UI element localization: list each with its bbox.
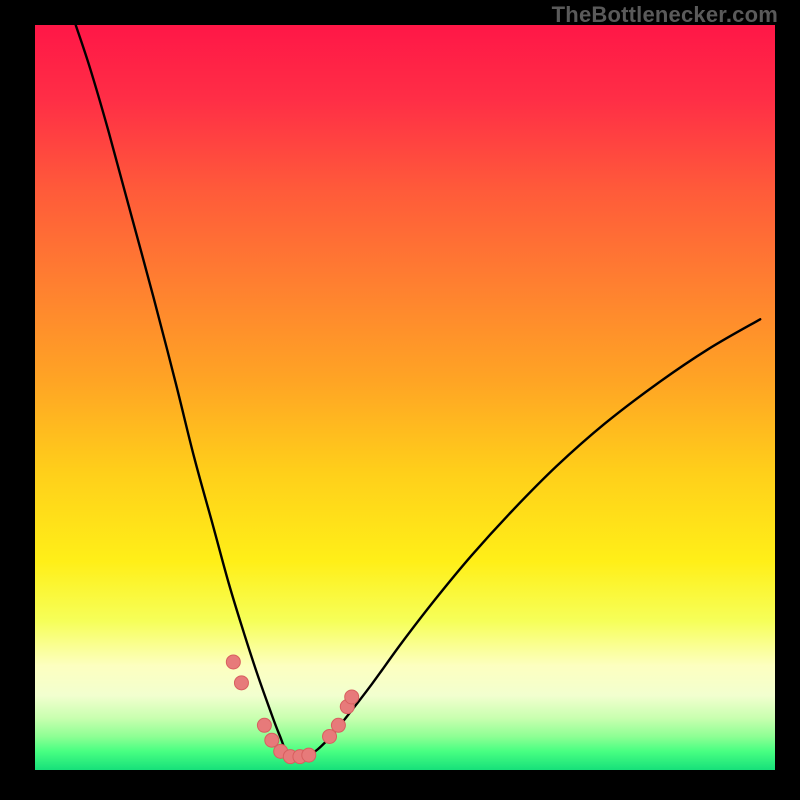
data-marker [234, 676, 248, 690]
plot-area [35, 25, 775, 770]
bottleneck-line [76, 25, 761, 759]
data-marker [331, 718, 345, 732]
data-marker [226, 655, 240, 669]
data-marker [302, 748, 316, 762]
data-marker [257, 718, 271, 732]
watermark-text: TheBottlenecker.com [552, 2, 778, 28]
bottleneck-curve [35, 25, 775, 770]
chart-stage: TheBottlenecker.com [0, 0, 800, 800]
data-marker [345, 690, 359, 704]
